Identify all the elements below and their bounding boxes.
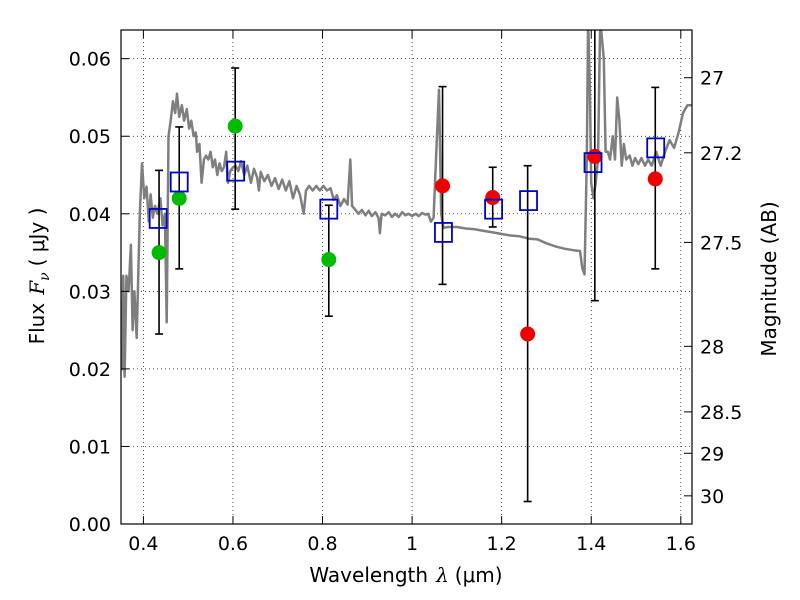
y-tick-label: 0.06 [69, 49, 111, 71]
magnitude-tick-label: 28.5 [700, 402, 742, 424]
model-point-square [646, 137, 666, 159]
magnitude-tick-label: 27 [700, 68, 724, 90]
x-tick-label: 0.6 [218, 533, 248, 555]
magnitude-tick-label: 30 [700, 486, 724, 508]
data-point-circle [520, 326, 536, 342]
data-point-circle [587, 148, 603, 164]
spectrum-layer [121, 30, 692, 378]
y-tick-label: 0.04 [69, 204, 111, 226]
data-point-circle [647, 171, 663, 187]
data-point-circle [435, 178, 451, 194]
data-point-circle [321, 252, 337, 268]
magnitude-tick-label: 29 [700, 443, 724, 465]
model-point-square [583, 152, 603, 174]
data-markers [148, 118, 666, 342]
magnitude-axis-label: Magnitude (AB) [757, 201, 781, 356]
model-point-square [148, 208, 168, 229]
data-point-circle [485, 190, 501, 206]
magnitude-tick-label: 28 [700, 336, 724, 358]
tick-labels: 0.4 0.6 0.8 1 1.2 1.4 1.6 0.00 0.01 0.02 0.03 0.04 0… [69, 49, 743, 555]
y-tick-label: 0.00 [69, 514, 111, 536]
x-tick-label: 1.2 [487, 533, 517, 555]
x-tick-label: 1.4 [576, 533, 606, 555]
error-bar [590, 30, 599, 302]
x-tick-label: 0.8 [307, 533, 337, 555]
y-tick-label: 0.01 [69, 436, 111, 458]
grid [121, 30, 692, 525]
error-bar [231, 67, 240, 210]
x-tick-label: 1 [406, 533, 418, 555]
x-tick-label: 1.6 [666, 533, 696, 555]
plot-frame [120, 29, 693, 525]
data-point-circle [227, 118, 243, 134]
model-spectrum-line [121, 30, 692, 378]
model-point-square [226, 160, 246, 182]
x-tick-label: 0.4 [128, 533, 158, 555]
model-point-square [519, 190, 538, 212]
y-tick-label: 0.05 [69, 126, 111, 148]
y-axis-label: FluxFν( μJy ) [25, 208, 53, 345]
data-point-circle [151, 245, 167, 261]
model-point-square [319, 198, 339, 220]
model-point-square [434, 222, 453, 243]
y-tick-label: 0.03 [69, 281, 111, 303]
magnitude-tick-label: 27.2 [700, 143, 742, 165]
model-point-square [484, 198, 504, 220]
data-point-circle [171, 190, 187, 206]
x-axis-label: Wavelength λ (μm) [309, 563, 502, 587]
axis-ticks [121, 30, 692, 525]
model-point-square [169, 171, 189, 193]
magnitude-tick-label: 27.5 [700, 232, 742, 254]
y-tick-label: 0.02 [69, 359, 111, 381]
